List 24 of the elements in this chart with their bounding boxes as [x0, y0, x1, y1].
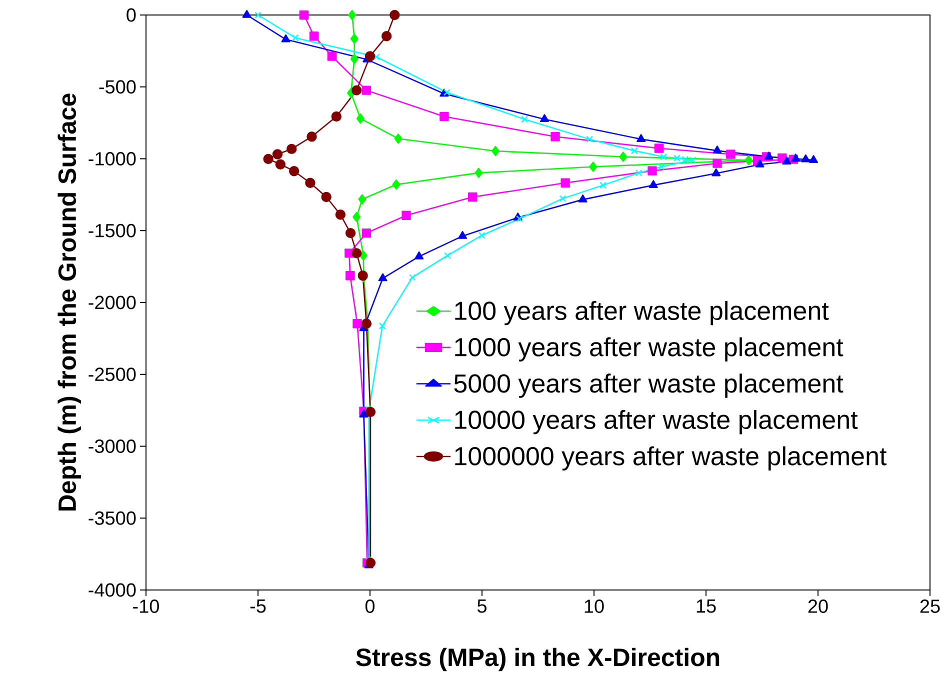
x-tick-label: 25: [920, 600, 940, 613]
y-tick-label: 0: [126, 8, 136, 22]
x-tick-label: 15: [696, 600, 716, 613]
legend-label: 1000 years after waste placement: [455, 337, 844, 362]
y-tick-label: -1500: [88, 224, 136, 238]
y-tick-label: -3500: [88, 511, 136, 525]
x-tick-label: -5: [250, 600, 266, 613]
x-tick-label: 0: [365, 600, 375, 613]
y-tick-label: -4000: [88, 583, 136, 597]
legend-label: 1000000 years after waste placement: [455, 446, 887, 471]
x-tick-label: -10: [133, 600, 159, 613]
x-axis-title: Stress (MPa) in the X-Direction: [356, 648, 720, 672]
y-tick-label: -3000: [88, 440, 136, 453]
y-tick-label: -1000: [88, 152, 136, 166]
x-tick-label: 5: [477, 600, 486, 613]
y-axis-title: Depth (m) from the Ground Surface: [58, 94, 82, 511]
y-tick-label: -2000: [88, 296, 136, 310]
x-tick-label: 20: [808, 600, 828, 613]
legend-label: 5000 years after waste placement: [454, 374, 844, 398]
legend-label: 10000 years after waste placement: [455, 410, 858, 434]
y-tick-label: -2500: [88, 368, 136, 382]
legend-label: 100 years after waste placement: [455, 300, 829, 326]
y-tick-label: -500: [99, 80, 136, 94]
x-tick-label: 10: [584, 600, 604, 613]
